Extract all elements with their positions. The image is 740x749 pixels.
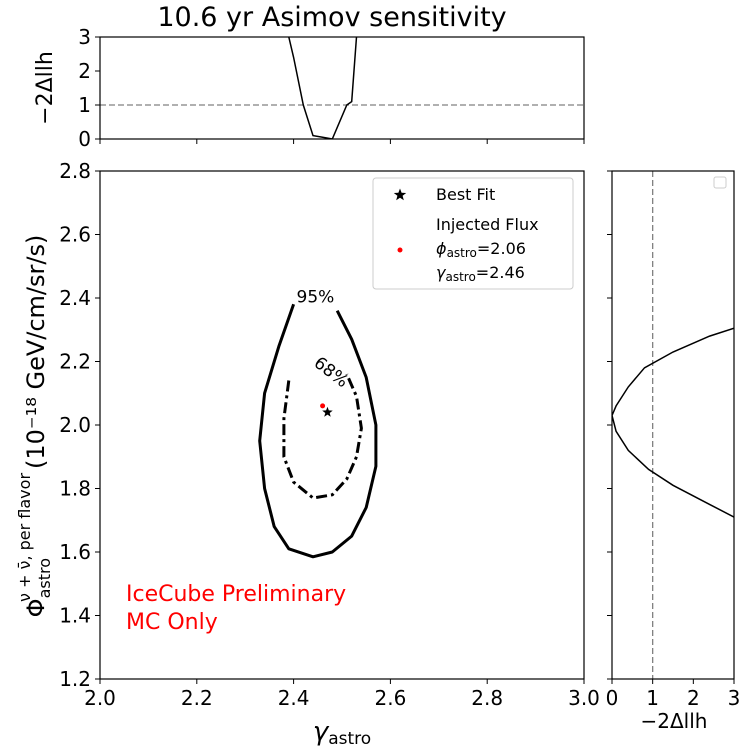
main-panel-frame: [99, 170, 585, 680]
main-axis-ticks: 2.0 2.2 2.4 2.6 2.8 3.0 1.2 1.4 1.6 1.8 2.0 2.2 2.4 2…: [59, 159, 600, 710]
contour-68: [282, 373, 363, 500]
right-x-ticks: 0 1 2 3: [606, 170, 740, 710]
main-x-tick-label: 2.6: [374, 686, 406, 710]
right-x-axis-label: −2Δllh: [641, 709, 708, 733]
right-panel: 0 1 2 3 −2Δllh: [606, 170, 740, 733]
main-y-tick-label: 2.0: [59, 413, 91, 437]
legend-box: [372, 177, 574, 290]
top-y-tick-label: 1: [78, 93, 91, 117]
best-fit-star: [322, 406, 333, 417]
legend-best-fit: Best Fit: [436, 185, 495, 204]
main-x-tick-label: 2.2: [181, 686, 213, 710]
preliminary-annotation: IceCube Preliminary: [126, 582, 346, 607]
right-x-tick-label: 0: [606, 686, 619, 710]
legend-phi: ϕastro=2.06: [436, 239, 526, 260]
top-panel-frame: [99, 36, 585, 140]
top-y-tick-label: 0: [78, 127, 91, 151]
right-x-tick-label: 2: [687, 686, 700, 710]
contour-label-68: 68%: [310, 353, 352, 392]
main-y-tick-label: 2.6: [59, 223, 91, 247]
main-x-tick-label: 2.0: [84, 686, 116, 710]
top-y-tick-label: 2: [78, 59, 91, 83]
main-y-tick-label: 1.8: [59, 477, 91, 501]
contour-label-95: 95%: [297, 287, 335, 307]
main-panel: 2.0 2.2 2.4 2.6 2.8 3.0 1.2 1.4 1.6 1.8 2.0 2.2 2.4 2…: [15, 159, 600, 749]
injected-flux-marker: [320, 403, 326, 409]
legend-gamma: γastro=2.46: [436, 263, 525, 284]
contours: [258, 303, 378, 559]
main-x-tick-label: 2.4: [278, 686, 310, 710]
x-axis-label: γastro: [313, 717, 371, 749]
main-y-tick-label: 2.2: [59, 350, 91, 374]
legend-star-icon: [393, 188, 407, 201]
main-y-tick-label: 1.4: [59, 604, 91, 628]
legend-injected-icon: [397, 247, 403, 253]
figure-title: 10.6 yr Asimov sensitivity: [157, 2, 506, 33]
right-panel-frame: [611, 170, 735, 680]
main-y-tick-label: 1.2: [59, 667, 91, 691]
right-empty-legend: [713, 176, 727, 189]
legend: Best Fit Injected Flux ϕastro=2.06 γastr…: [372, 177, 574, 290]
main-x-tick-label: 3.0: [568, 686, 600, 710]
top-profile-curve: [288, 37, 358, 139]
main-x-tick-label: 2.8: [471, 686, 503, 710]
top-y-tick-label: 3: [78, 25, 91, 49]
main-y-tick-label: 1.6: [59, 540, 91, 564]
main-y-tick-label: 2.4: [59, 286, 91, 310]
right-profile-curve: [612, 327, 734, 518]
main-y-tick-label: 2.8: [59, 159, 91, 183]
y-axis-label: Φastroν + ν̄, per flavor(10⁻¹⁸ GeV/cm/sr…: [15, 235, 54, 618]
right-x-tick-label: 1: [646, 686, 659, 710]
legend-injected-title: Injected Flux: [436, 215, 539, 234]
mc-only-annotation: MC Only: [126, 610, 218, 635]
right-x-tick-label: 3: [728, 686, 740, 710]
top-y-axis-label: −2Δllh: [33, 51, 58, 125]
contour-95: [258, 303, 378, 559]
top-panel: 10.6 yr Asimov sensitivity 0 1 2 3 −2Δllh: [33, 2, 585, 151]
top-y-ticks: 0 1 2 3: [78, 25, 585, 151]
